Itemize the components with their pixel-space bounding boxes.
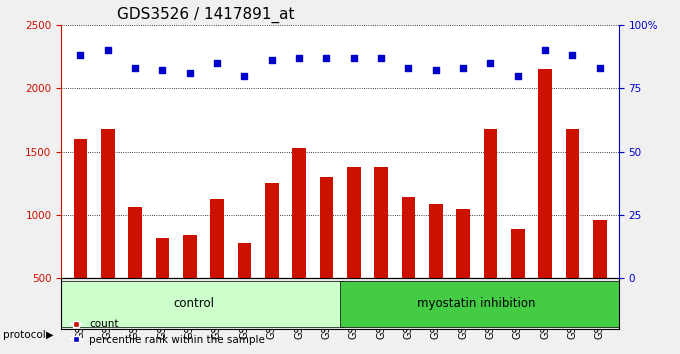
- Text: control: control: [173, 297, 214, 310]
- Bar: [593, 220, 607, 342]
- Point: [375, 55, 386, 61]
- Bar: [265, 183, 279, 342]
- Bar: [292, 148, 306, 342]
- Point: [239, 73, 250, 78]
- Point: [594, 65, 605, 71]
- Point: [102, 47, 113, 53]
- Point: [567, 52, 578, 58]
- Point: [184, 70, 195, 76]
- Point: [130, 65, 141, 71]
- Bar: [210, 199, 224, 342]
- Bar: [101, 129, 114, 342]
- Point: [458, 65, 469, 71]
- Point: [211, 60, 222, 65]
- Bar: [237, 243, 251, 342]
- Bar: [156, 238, 169, 342]
- Bar: [566, 129, 579, 342]
- Point: [485, 60, 496, 65]
- Bar: [347, 167, 360, 342]
- Bar: [320, 177, 333, 342]
- Bar: [429, 204, 443, 342]
- Bar: [456, 209, 470, 342]
- Point: [267, 57, 277, 63]
- Bar: [538, 69, 552, 342]
- Bar: [183, 235, 197, 342]
- Text: protocol: protocol: [3, 330, 46, 339]
- Bar: [73, 139, 87, 342]
- Bar: [374, 167, 388, 342]
- Point: [294, 55, 305, 61]
- Point: [403, 65, 413, 71]
- Point: [157, 68, 168, 73]
- Point: [321, 55, 332, 61]
- Legend: count, percentile rank within the sample: count, percentile rank within the sample: [67, 315, 269, 349]
- Point: [539, 47, 550, 53]
- Point: [430, 68, 441, 73]
- Text: GDS3526 / 1417891_at: GDS3526 / 1417891_at: [117, 7, 294, 23]
- FancyBboxPatch shape: [340, 281, 619, 327]
- Point: [512, 73, 523, 78]
- Bar: [483, 129, 497, 342]
- Point: [75, 52, 86, 58]
- Point: [348, 55, 359, 61]
- FancyBboxPatch shape: [61, 281, 344, 327]
- Bar: [401, 197, 415, 342]
- Bar: [128, 207, 142, 342]
- Text: myostatin inhibition: myostatin inhibition: [418, 297, 536, 310]
- Bar: [511, 229, 524, 342]
- Text: ▶: ▶: [46, 330, 54, 339]
